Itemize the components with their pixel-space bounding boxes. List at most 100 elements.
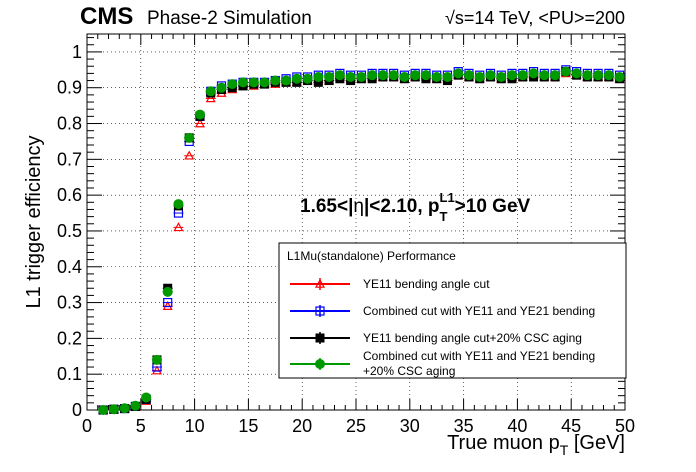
legend-entry-2: Combined cut with YE11 and YE21 bending bbox=[290, 304, 595, 318]
data-point bbox=[173, 199, 184, 210]
data-point bbox=[163, 297, 173, 308]
y-tick-label: 0.3 bbox=[57, 293, 82, 313]
data-point bbox=[582, 70, 593, 81]
data-point bbox=[162, 286, 173, 297]
data-point bbox=[194, 109, 205, 120]
y-tick-label: 0.6 bbox=[57, 185, 82, 205]
y-tick-label: 0.2 bbox=[57, 328, 82, 348]
data-point bbox=[173, 222, 184, 232]
data-point bbox=[259, 77, 270, 88]
data-point bbox=[507, 70, 518, 81]
data-point bbox=[463, 70, 474, 81]
data-point bbox=[410, 70, 421, 81]
legend-label: YE11 bending angle cut+20% CSC aging bbox=[363, 331, 582, 345]
data-point bbox=[216, 82, 227, 93]
x-tick-label: 5 bbox=[136, 416, 146, 436]
data-point bbox=[119, 403, 130, 414]
energy-label: √s=14 TeV, <PU>=200 bbox=[445, 8, 625, 28]
data-point bbox=[151, 365, 162, 375]
y-tick-label: 0.4 bbox=[57, 257, 82, 277]
data-point bbox=[388, 70, 399, 81]
data-point bbox=[571, 68, 582, 79]
data-point bbox=[184, 150, 195, 160]
legend-label: YE11 bending angle cut bbox=[363, 277, 490, 291]
x-tick-label: 30 bbox=[400, 416, 420, 436]
x-axis-title: True muon pT [GeV] bbox=[447, 432, 625, 458]
data-point bbox=[453, 68, 464, 79]
data-point bbox=[550, 70, 561, 81]
data-point bbox=[302, 73, 313, 84]
y-tick-label: 0.1 bbox=[57, 364, 82, 384]
data-point bbox=[194, 118, 205, 128]
data-point bbox=[593, 70, 604, 81]
header-subtitle: Phase-2 Simulation bbox=[147, 8, 312, 29]
data-point bbox=[205, 86, 216, 97]
x-tick-label: 45 bbox=[561, 416, 581, 436]
y-tick-label: 0.8 bbox=[57, 114, 82, 134]
data-point bbox=[377, 70, 388, 81]
y-tick-label: 0.9 bbox=[57, 78, 82, 98]
legend-entry-3: YE11 bending angle cut+20% CSC aging bbox=[290, 331, 582, 345]
legend-entries: YE11 bending angle cut Combined cut with … bbox=[290, 277, 595, 378]
data-point bbox=[313, 71, 324, 82]
y-tick-label: 0 bbox=[72, 400, 82, 420]
data-point bbox=[270, 75, 281, 86]
x-tick-label: 40 bbox=[507, 416, 527, 436]
data-point bbox=[205, 93, 216, 103]
legend-marker bbox=[315, 359, 325, 369]
legend-marker bbox=[315, 306, 325, 316]
eta-cut-annotation: 1.65<|η|<2.10, pTL1>10 GeV bbox=[300, 190, 531, 224]
series-4 bbox=[98, 66, 625, 415]
data-point bbox=[248, 77, 259, 88]
x-tick-label: 25 bbox=[346, 416, 366, 436]
legend-marker bbox=[315, 333, 325, 343]
y-tick-label: 1 bbox=[72, 42, 82, 62]
cms-label: CMS bbox=[80, 3, 133, 30]
data-point bbox=[281, 75, 292, 86]
legend: L1Mu(standalone) Performance YE11 bendin… bbox=[278, 242, 627, 379]
x-tick-label: 50 bbox=[615, 416, 635, 436]
data-point bbox=[517, 70, 528, 81]
data-point bbox=[141, 392, 152, 403]
y-tick-labels: 0 0.1 0.2 0.3 0.4 0.5 0.6 0.7 0.8 0.9 1 bbox=[57, 42, 82, 420]
legend-label: Combined cut with YE11 and YE21 bending bbox=[363, 304, 595, 318]
data-point bbox=[367, 70, 378, 81]
x-tick-label: 15 bbox=[238, 416, 258, 436]
data-point bbox=[238, 77, 249, 88]
y-tick-label: 0.5 bbox=[57, 221, 82, 241]
legend-label: Combined cut with YE11 and YE21 bending +… bbox=[363, 349, 595, 378]
data-point bbox=[324, 71, 335, 82]
data-point bbox=[356, 71, 367, 82]
data-point bbox=[345, 71, 356, 82]
data-point bbox=[603, 70, 614, 81]
data-point bbox=[98, 405, 109, 415]
x-tick-label: 10 bbox=[185, 416, 205, 436]
legend-entry-1: YE11 bending angle cut bbox=[290, 277, 490, 291]
data-series bbox=[98, 65, 625, 415]
data-point bbox=[539, 70, 550, 81]
legend-entry-4: Combined cut with YE11 and YE21 bending +… bbox=[290, 349, 595, 378]
x-tick-labels: 0 5 10 15 20 25 30 35 40 45 50 bbox=[82, 416, 635, 436]
data-point bbox=[227, 79, 238, 90]
data-point bbox=[151, 354, 162, 365]
data-point bbox=[485, 70, 496, 81]
data-point bbox=[614, 71, 625, 82]
y-tick-label: 0.7 bbox=[57, 149, 82, 169]
data-point bbox=[184, 132, 195, 143]
data-point bbox=[442, 71, 453, 82]
data-point bbox=[496, 71, 507, 82]
y-axis-title: L1 trigger efficiency bbox=[23, 135, 45, 308]
data-point bbox=[108, 404, 119, 415]
data-point bbox=[334, 70, 345, 81]
data-point bbox=[420, 70, 431, 81]
data-point bbox=[528, 68, 539, 79]
data-point bbox=[399, 71, 410, 82]
data-point bbox=[291, 73, 302, 84]
x-tick-label: 0 bbox=[82, 416, 92, 436]
data-point bbox=[474, 71, 485, 82]
data-point bbox=[560, 66, 571, 77]
legend-marker bbox=[314, 278, 326, 288]
x-tick-label: 20 bbox=[292, 416, 312, 436]
data-point bbox=[162, 300, 173, 310]
